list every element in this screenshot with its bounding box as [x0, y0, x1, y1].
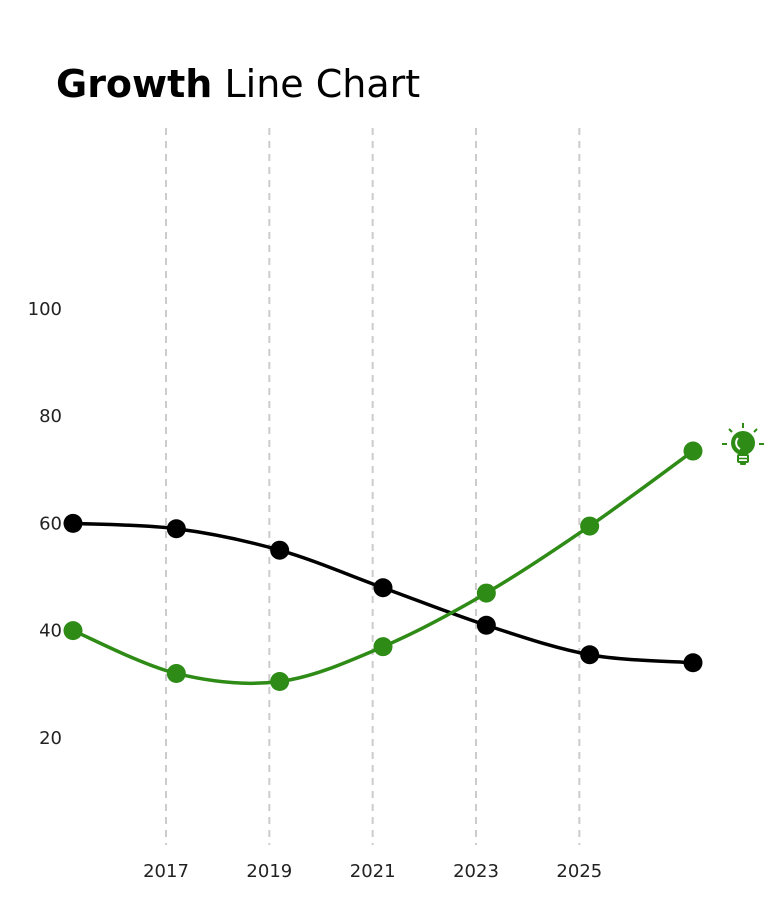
y-tick-label: 100 — [28, 299, 62, 320]
y-tick-label: 60 — [39, 513, 62, 534]
chart-title-rest: Line Chart — [224, 62, 421, 106]
series-1-point-6 — [683, 653, 703, 673]
y-tick-label: 20 — [39, 728, 62, 749]
series-2-point-1 — [166, 663, 186, 683]
series-2-point-3 — [373, 637, 393, 657]
y-axis-ticks: 20 40 60 80 100 — [28, 299, 62, 749]
gridlines — [165, 128, 581, 845]
series-1-point-3 — [373, 578, 393, 598]
x-axis-ticks: 2017 2019 2021 2023 2025 — [143, 861, 602, 882]
x-tick-label: 2025 — [556, 861, 602, 882]
series-points — [63, 441, 703, 692]
lightbulb-icon — [722, 423, 764, 465]
x-tick-label: 2017 — [143, 861, 189, 882]
x-tick-label: 2019 — [246, 861, 292, 882]
series-2-point-6 — [683, 441, 703, 461]
series-1-point-1 — [166, 519, 186, 539]
series-2-point-4 — [476, 583, 496, 603]
y-tick-label: 80 — [39, 406, 62, 427]
series-2-point-0 — [63, 621, 83, 641]
chart-title: Growth Line Chart — [56, 62, 420, 106]
y-tick-label: 40 — [39, 621, 62, 642]
series-1-point-4 — [476, 615, 496, 635]
x-tick-label: 2023 — [453, 861, 499, 882]
chart-title-bold: Growth — [56, 62, 213, 106]
series-1-point-2 — [270, 540, 290, 560]
x-tick-label: 2021 — [350, 861, 396, 882]
series-1-point-0 — [63, 513, 83, 533]
series-1-point-5 — [580, 645, 600, 665]
series-2-point-5 — [580, 516, 600, 536]
series-2-point-2 — [270, 672, 290, 692]
